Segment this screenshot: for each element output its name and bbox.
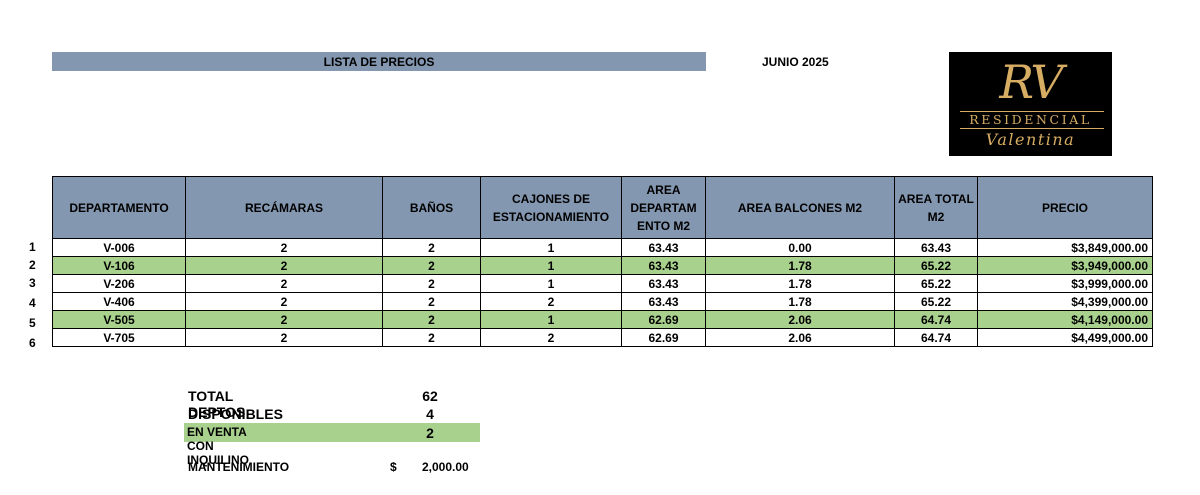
cell-area-balcones: 1.78 — [705, 256, 895, 275]
cell-recamaras: 2 — [185, 256, 383, 275]
table-row: V-006 2 2 1 63.43 0.00 63.43 $3,849,000.00 — [52, 238, 1153, 257]
cell-cajones: 2 — [480, 292, 622, 311]
cell-area-total: 65.22 — [894, 256, 978, 275]
cell-area-total: 64.74 — [894, 310, 978, 329]
row-number: 3 — [29, 276, 36, 290]
inquilino-label: EN VENTA CON INQUILINO — [187, 425, 249, 467]
cell-precio: $4,399,000.00 — [977, 292, 1153, 311]
cell-cajones: 2 — [480, 328, 622, 347]
cell-banos: 2 — [382, 238, 481, 257]
cell-recamaras: 2 — [185, 274, 383, 293]
total-deptos-label: TOTAL DEPTOS — [188, 388, 246, 420]
row-number: 5 — [29, 316, 36, 330]
col-area-departamento: AREA DEPARTAM ENTO M2 — [621, 176, 706, 239]
table-row: V-106 2 2 1 63.43 1.78 65.22 $3,949,000.00 — [52, 256, 1153, 275]
cell-area-balcones: 1.78 — [705, 274, 895, 293]
cell-departamento: V-206 — [52, 274, 186, 293]
col-cajones: CAJONES DE ESTACIONAMIENTO — [480, 176, 622, 239]
table-row: V-705 2 2 2 62.69 2.06 64.74 $4,499,000.00 — [52, 328, 1153, 347]
cell-departamento: V-406 — [52, 292, 186, 311]
cell-area-balcones: 2.06 — [705, 328, 895, 347]
mantenimiento-label: MANTENIMIENTO — [188, 460, 290, 474]
col-area-total: AREA TOTAL M2 — [894, 176, 978, 239]
cell-banos: 2 — [382, 274, 481, 293]
col-banos: BAÑOS — [382, 176, 481, 239]
cell-precio: $3,949,000.00 — [977, 256, 1153, 275]
cell-area-departamento: 63.43 — [621, 256, 706, 275]
table-row: V-505 2 2 1 62.69 2.06 64.74 $4,149,000.00 — [52, 310, 1153, 329]
row-number: 1 — [29, 240, 36, 254]
inquilino-highlight — [184, 423, 480, 442]
cell-banos: 2 — [382, 310, 481, 329]
col-precio: PRECIO — [977, 176, 1153, 239]
table-row: V-406 2 2 2 63.43 1.78 65.22 $4,399,000.00 — [52, 292, 1153, 311]
cell-precio: $4,499,000.00 — [977, 328, 1153, 347]
cell-area-total: 64.74 — [894, 328, 978, 347]
cell-area-balcones: 0.00 — [705, 238, 895, 257]
logo-divider-bottom — [960, 128, 1104, 129]
table-row: V-206 2 2 1 63.43 1.78 65.22 $3,999,000.00 — [52, 274, 1153, 293]
cell-cajones: 1 — [480, 310, 622, 329]
cell-departamento: V-006 — [52, 238, 186, 257]
residencial-valentina-logo: RV RESIDENCIAL Valentina — [949, 52, 1112, 156]
col-area-balcones: AREA BALCONES M2 — [705, 176, 895, 239]
cell-area-total: 65.22 — [894, 274, 978, 293]
table-header-row: DEPARTAMENTO RECÁMARAS BAÑOS CAJONES DE … — [52, 176, 1153, 239]
col-departamento: DEPARTAMENTO — [52, 176, 186, 239]
cell-recamaras: 2 — [185, 292, 383, 311]
price-list-date: JUNIO 2025 — [762, 55, 829, 69]
cell-recamaras: 2 — [185, 328, 383, 347]
cell-area-balcones: 2.06 — [705, 310, 895, 329]
cell-recamaras: 2 — [185, 310, 383, 329]
cell-cajones: 1 — [480, 256, 622, 275]
cell-area-departamento: 63.43 — [621, 238, 706, 257]
cell-area-departamento: 63.43 — [621, 292, 706, 311]
disponibles-value: 4 — [426, 406, 434, 422]
row-number: 2 — [29, 258, 36, 272]
logo-line1: RESIDENCIAL — [969, 112, 1092, 127]
cell-departamento: V-705 — [52, 328, 186, 347]
mantenimiento-value: 2,000.00 — [422, 460, 469, 474]
col-recamaras: RECÁMARAS — [185, 176, 383, 239]
cell-area-total: 63.43 — [894, 238, 978, 257]
cell-area-balcones: 1.78 — [705, 292, 895, 311]
cell-banos: 2 — [382, 328, 481, 347]
cell-banos: 2 — [382, 256, 481, 275]
cell-recamaras: 2 — [185, 238, 383, 257]
row-number: 4 — [29, 296, 36, 310]
mantenimiento-currency: $ — [390, 460, 397, 474]
cell-precio: $4,149,000.00 — [977, 310, 1153, 329]
cell-area-departamento: 62.69 — [621, 328, 706, 347]
cell-cajones: 1 — [480, 238, 622, 257]
logo-divider-top — [960, 111, 1104, 112]
cell-departamento: V-106 — [52, 256, 186, 275]
logo-line2: Valentina — [985, 130, 1076, 149]
cell-precio: $3,849,000.00 — [977, 238, 1153, 257]
logo-monogram: RV — [999, 55, 1063, 109]
cell-area-departamento: 63.43 — [621, 274, 706, 293]
row-number: 6 — [29, 336, 36, 350]
cell-area-total: 65.22 — [894, 292, 978, 311]
price-list-title: LISTA DE PRECIOS — [52, 52, 706, 71]
price-table: DEPARTAMENTO RECÁMARAS BAÑOS CAJONES DE … — [52, 176, 1153, 347]
cell-precio: $3,999,000.00 — [977, 274, 1153, 293]
cell-departamento: V-505 — [52, 310, 186, 329]
total-deptos-value: 62 — [422, 388, 438, 404]
cell-area-departamento: 62.69 — [621, 310, 706, 329]
cell-banos: 2 — [382, 292, 481, 311]
cell-cajones: 1 — [480, 274, 622, 293]
inquilino-value: 2 — [426, 425, 434, 441]
